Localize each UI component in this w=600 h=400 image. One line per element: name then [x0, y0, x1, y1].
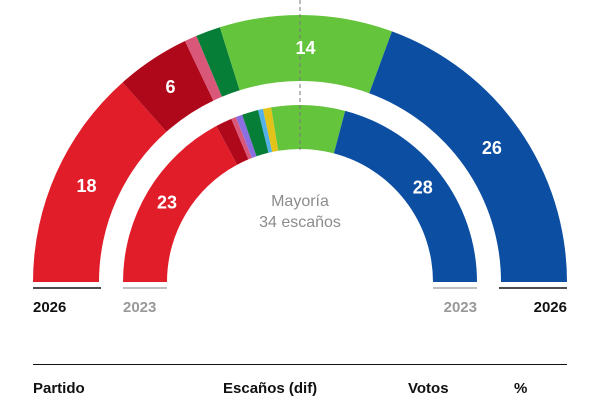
seat-segment-2026-3: [196, 27, 240, 97]
seat-segment-2023-8: [333, 110, 477, 283]
table-top-rule: [33, 364, 567, 365]
segment-labels: 18 6 14 26 23 28: [77, 38, 502, 212]
seat-segment-2023-4: [242, 110, 269, 157]
seat-segment-2026-4: [219, 15, 392, 94]
seat-label-2026-4: 14: [295, 38, 315, 58]
outer-year-right: 2026: [534, 299, 567, 316]
seat-segment-2023-5: [258, 108, 273, 153]
inner-year-left: 2023: [123, 299, 156, 316]
majority-label-line2: 34 escaños: [259, 214, 341, 231]
seat-segment-2023-7: [271, 105, 346, 154]
header-party: Partido: [33, 380, 85, 397]
seat-segment-2023-2: [231, 117, 252, 160]
seat-segment-2023-6: [262, 107, 279, 152]
seat-segments: [33, 15, 567, 283]
seat-segment-2023-0: [123, 126, 238, 282]
header-seats: Escaños (dif): [223, 380, 318, 397]
outer-year-left: 2026: [33, 299, 66, 316]
seat-label-2023-8: 28: [413, 177, 433, 197]
seat-segment-2026-5: [369, 31, 567, 282]
header-votes: Votos: [408, 380, 449, 397]
seat-segment-2026-0: [33, 82, 167, 283]
seat-label-2026-0: 18: [77, 176, 97, 196]
seat-label-2026-5: 26: [482, 138, 502, 158]
seat-segment-2026-1: [122, 41, 214, 132]
header-pct: %: [514, 380, 528, 397]
seat-segment-2023-3: [235, 114, 257, 159]
seat-segment-2023-1: [216, 118, 249, 165]
seat-label-2026-1: 6: [166, 77, 176, 97]
inner-year-right: 2023: [444, 299, 477, 316]
seat-label-2023-0: 23: [157, 192, 177, 212]
majority-label-line1: Mayoría: [271, 193, 329, 210]
seat-segment-2026-2: [184, 35, 222, 101]
